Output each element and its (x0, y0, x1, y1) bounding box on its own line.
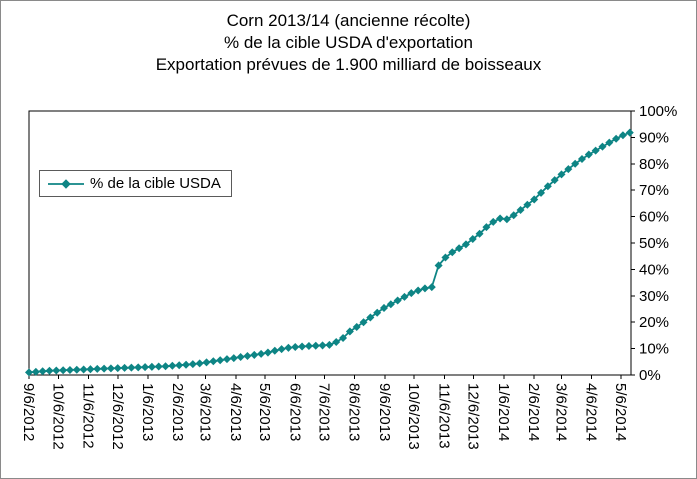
svg-text:6/6/2013: 6/6/2013 (286, 383, 303, 441)
svg-text:12/6/2013: 12/6/2013 (465, 383, 482, 450)
svg-text:4/6/2013: 4/6/2013 (227, 383, 244, 441)
svg-text:11/6/2012: 11/6/2012 (79, 383, 96, 449)
svg-text:10%: 10% (639, 341, 669, 358)
svg-text:30%: 30% (639, 288, 669, 305)
svg-text:50%: 50% (639, 235, 669, 252)
legend-line-marker-icon (48, 178, 84, 189)
svg-text:80%: 80% (639, 156, 669, 173)
svg-text:8/6/2013: 8/6/2013 (346, 383, 363, 441)
svg-text:2/6/2013: 2/6/2013 (169, 383, 186, 441)
chart-title-line-3: Exportation prévues de 1.900 milliard de… (155, 55, 542, 74)
svg-text:10/6/2013: 10/6/2013 (405, 383, 422, 450)
svg-text:60%: 60% (639, 209, 669, 226)
svg-text:11/6/2013: 11/6/2013 (435, 383, 452, 449)
svg-text:90%: 90% (639, 129, 669, 146)
svg-text:70%: 70% (639, 182, 669, 199)
svg-text:10/6/2012: 10/6/2012 (49, 383, 66, 450)
svg-text:3/6/2014: 3/6/2014 (553, 383, 570, 441)
svg-text:5/6/2013: 5/6/2013 (256, 383, 273, 441)
svg-text:12/6/2012: 12/6/2012 (109, 383, 126, 450)
svg-text:3/6/2013: 3/6/2013 (197, 383, 214, 441)
svg-text:20%: 20% (639, 314, 669, 331)
svg-text:100%: 100% (639, 103, 677, 120)
chart-title-line-1: Corn 2013/14 (ancienne récolte) (226, 11, 471, 30)
svg-text:9/6/2013: 9/6/2013 (376, 383, 393, 441)
chart-title-line-2: % de la cible USDA d'exportation (224, 33, 473, 52)
svg-text:0%: 0% (639, 367, 661, 384)
svg-text:2/6/2014: 2/6/2014 (525, 383, 542, 441)
svg-text:7/6/2013: 7/6/2013 (316, 383, 333, 441)
svg-text:4/6/2014: 4/6/2014 (583, 383, 600, 441)
chart-title: Corn 2013/14 (ancienne récolte) % de la … (1, 10, 696, 76)
axes: 0% 10% 20% 30% 40% 50% 60% 70% 80% 90% 100% 9/6/201… (20, 103, 677, 450)
svg-text:5/6/2014: 5/6/2014 (612, 383, 629, 441)
svg-text:1/6/2014: 1/6/2014 (495, 383, 512, 441)
svg-text:1/6/2013: 1/6/2013 (139, 383, 156, 441)
svg-text:40%: 40% (639, 261, 669, 278)
svg-text:9/6/2012: 9/6/2012 (20, 383, 37, 441)
legend: % de la cible USDA (39, 170, 232, 197)
legend-label: % de la cible USDA (90, 175, 221, 192)
series-%-de-la-cible-usda (24, 128, 634, 377)
